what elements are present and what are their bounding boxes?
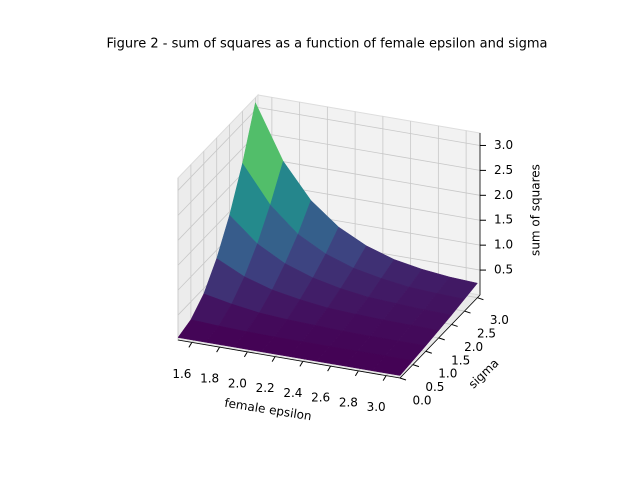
z-axis-label: sum of squares xyxy=(529,164,543,256)
z-tick-label: 0.5 xyxy=(494,263,513,277)
surface-patch xyxy=(371,355,414,376)
x-tick xyxy=(271,356,276,362)
y-tick-label: 0.0 xyxy=(412,394,431,408)
y-axis-label: sigma xyxy=(466,356,502,391)
x-tick xyxy=(327,365,332,372)
grid-line xyxy=(257,156,481,196)
axis-line xyxy=(177,339,401,379)
x-tick-label: 2.4 xyxy=(283,386,302,400)
grid-line xyxy=(177,107,259,191)
grid-line xyxy=(257,131,481,171)
y-tick xyxy=(464,310,471,314)
grid-line xyxy=(257,107,481,146)
y-tick-label: 2.5 xyxy=(477,327,496,341)
x-tick-label: 2.6 xyxy=(311,391,330,405)
axis-line xyxy=(399,294,481,379)
x-tick-label: 1.8 xyxy=(200,372,219,386)
z-tick-label: 1.5 xyxy=(494,213,513,227)
z-tick-label: 2.5 xyxy=(494,163,513,177)
y-tick-label: 2.0 xyxy=(464,340,483,354)
y-tick-label: 1.0 xyxy=(438,367,457,381)
x-tick xyxy=(188,342,193,348)
y-tick xyxy=(425,350,432,354)
z-tick-label: 3.0 xyxy=(494,138,513,152)
y-tick-label: 3.0 xyxy=(490,313,509,327)
y-tick xyxy=(438,337,445,341)
grid-line xyxy=(177,132,259,216)
x-tick xyxy=(243,351,248,358)
y-tick xyxy=(399,377,407,381)
x-tick xyxy=(299,361,304,367)
x-tick-label: 2.8 xyxy=(339,395,358,409)
z-tick-label: 1.0 xyxy=(494,238,513,252)
x-tick xyxy=(382,375,387,381)
x-tick-label: 3.0 xyxy=(367,400,386,414)
y-tick-label: 1.5 xyxy=(451,353,470,367)
x-tick xyxy=(216,346,221,353)
x-tick-label: 1.6 xyxy=(172,367,191,381)
z-tick-label: 2.0 xyxy=(494,188,513,202)
x-tick-label: 2.2 xyxy=(256,381,275,395)
x-tick xyxy=(354,370,359,377)
x-tick-label: 2.0 xyxy=(228,376,247,390)
y-tick xyxy=(412,364,420,368)
y-tick xyxy=(451,323,458,327)
chart-title: Figure 2 - sum of squares as a function … xyxy=(107,37,548,52)
y-tick xyxy=(477,297,484,301)
y-tick-label: 0.5 xyxy=(425,380,444,394)
